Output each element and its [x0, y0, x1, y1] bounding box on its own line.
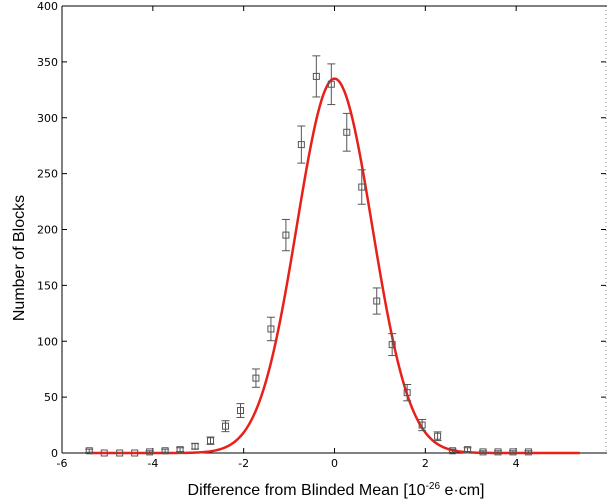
data-point [222, 422, 229, 430]
data-point [282, 231, 290, 239]
data-point [267, 325, 275, 333]
data-point [388, 341, 396, 349]
data-point [161, 447, 169, 455]
x-tick-label: -4 [147, 457, 158, 470]
data-point [358, 183, 366, 191]
data-point [434, 432, 442, 440]
y-tick-label: 250 [37, 168, 58, 181]
data-point [116, 449, 124, 457]
data-point [509, 448, 517, 456]
data-point [100, 449, 108, 457]
y-tick-label: 0 [51, 447, 58, 460]
data-point [343, 128, 351, 136]
data-point [236, 407, 244, 415]
y-axis-ticks: 0 50 100 150 200 250 300 350 400 [37, 0, 606, 460]
data-point [418, 421, 426, 429]
data-point [494, 448, 502, 456]
x-tick-label: 4 [513, 457, 520, 470]
gaussian-fit-curve [89, 77, 580, 455]
x-tick-label: -2 [238, 457, 249, 470]
x-axis-label: Difference from Blinded Mean [10-26 e·cm… [188, 481, 485, 499]
data-point [524, 448, 532, 456]
data-point [464, 446, 472, 454]
data-point [207, 437, 215, 445]
data-point [191, 442, 199, 450]
data-point [297, 141, 305, 149]
y-tick-label: 150 [37, 279, 58, 292]
y-tick-label: 200 [37, 224, 58, 237]
data-point [449, 447, 457, 455]
y-tick-label: 50 [44, 391, 58, 404]
y-tick-label: 350 [37, 56, 58, 69]
y-tick-label: 300 [37, 112, 58, 125]
plot-frame [61, 5, 607, 454]
y-axis-label: Number of Blocks [11, 195, 28, 321]
data-point [327, 80, 335, 88]
fit-layer [89, 77, 580, 455]
data-point [176, 446, 184, 454]
data-point [85, 447, 93, 455]
x-tick-label: 0 [331, 457, 338, 470]
y-tick-label: 400 [37, 0, 58, 13]
data-point [403, 389, 411, 397]
x-tick-label: 2 [422, 457, 429, 470]
data-point [252, 374, 260, 382]
data-point [479, 448, 487, 456]
data-point [131, 449, 139, 457]
x-tick-label: -6 [57, 457, 68, 470]
y-tick-label: 100 [37, 335, 58, 348]
data-points [85, 55, 533, 457]
data-point [312, 72, 320, 80]
data-point [146, 448, 154, 456]
data-point [373, 297, 381, 305]
